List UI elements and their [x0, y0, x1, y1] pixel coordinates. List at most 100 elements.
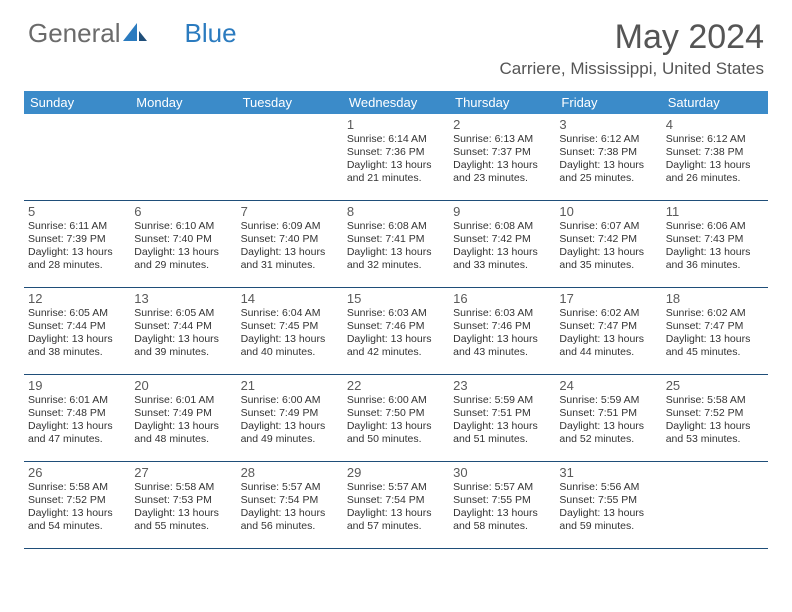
sun-detail: Sunrise: 6:10 AM [134, 220, 231, 233]
sun-detail: Sunset: 7:37 PM [453, 146, 550, 159]
day-number: 22 [347, 378, 444, 393]
day-header: Saturday [662, 91, 768, 114]
sun-detail: Sunrise: 6:09 AM [241, 220, 338, 233]
sun-detail: Daylight: 13 hours [241, 246, 338, 259]
day-number: 18 [666, 291, 763, 306]
sun-detail: and 45 minutes. [666, 346, 763, 359]
calendar-day-empty [130, 114, 236, 200]
sun-detail: Sunset: 7:42 PM [453, 233, 550, 246]
calendar-day: 22Sunrise: 6:00 AMSunset: 7:50 PMDayligh… [343, 375, 449, 461]
sun-detail: Daylight: 13 hours [28, 333, 125, 346]
day-number: 21 [241, 378, 338, 393]
day-number: 12 [28, 291, 125, 306]
calendar-day: 12Sunrise: 6:05 AMSunset: 7:44 PMDayligh… [24, 288, 130, 374]
calendar-day: 9Sunrise: 6:08 AMSunset: 7:42 PMDaylight… [449, 201, 555, 287]
calendar-day: 19Sunrise: 6:01 AMSunset: 7:48 PMDayligh… [24, 375, 130, 461]
sun-detail: and 54 minutes. [28, 520, 125, 533]
sun-detail: Sunrise: 5:58 AM [134, 481, 231, 494]
sun-detail: and 23 minutes. [453, 172, 550, 185]
sun-detail: Daylight: 13 hours [453, 507, 550, 520]
sun-detail: Daylight: 13 hours [559, 333, 656, 346]
calendar-day: 4Sunrise: 6:12 AMSunset: 7:38 PMDaylight… [662, 114, 768, 200]
sun-detail: Daylight: 13 hours [134, 420, 231, 433]
sun-detail: and 33 minutes. [453, 259, 550, 272]
calendar-day: 16Sunrise: 6:03 AMSunset: 7:46 PMDayligh… [449, 288, 555, 374]
sun-detail: Sunset: 7:52 PM [666, 407, 763, 420]
sun-detail: Sunrise: 6:00 AM [347, 394, 444, 407]
sun-detail: Sunrise: 5:57 AM [347, 481, 444, 494]
sun-detail: and 56 minutes. [241, 520, 338, 533]
sun-detail: Sunset: 7:45 PM [241, 320, 338, 333]
sun-detail: Sunrise: 5:56 AM [559, 481, 656, 494]
sun-detail: Sunset: 7:50 PM [347, 407, 444, 420]
day-number: 23 [453, 378, 550, 393]
weeks-container: 1Sunrise: 6:14 AMSunset: 7:36 PMDaylight… [24, 114, 768, 549]
day-header: Thursday [449, 91, 555, 114]
sun-detail: Sunrise: 6:08 AM [453, 220, 550, 233]
sun-detail: Daylight: 13 hours [241, 333, 338, 346]
sun-detail: Daylight: 13 hours [241, 420, 338, 433]
sun-detail: Sunset: 7:43 PM [666, 233, 763, 246]
sun-detail: Sunrise: 6:08 AM [347, 220, 444, 233]
calendar-day: 15Sunrise: 6:03 AMSunset: 7:46 PMDayligh… [343, 288, 449, 374]
calendar-day: 30Sunrise: 5:57 AMSunset: 7:55 PMDayligh… [449, 462, 555, 548]
sun-detail: Sunrise: 6:12 AM [559, 133, 656, 146]
calendar-day: 24Sunrise: 5:59 AMSunset: 7:51 PMDayligh… [555, 375, 661, 461]
calendar-week: 26Sunrise: 5:58 AMSunset: 7:52 PMDayligh… [24, 462, 768, 549]
sun-detail: and 53 minutes. [666, 433, 763, 446]
sun-detail: and 42 minutes. [347, 346, 444, 359]
sun-detail: Daylight: 13 hours [559, 420, 656, 433]
day-number: 24 [559, 378, 656, 393]
sun-detail: Sunset: 7:51 PM [559, 407, 656, 420]
calendar-day: 18Sunrise: 6:02 AMSunset: 7:47 PMDayligh… [662, 288, 768, 374]
calendar-day: 25Sunrise: 5:58 AMSunset: 7:52 PMDayligh… [662, 375, 768, 461]
sun-detail: and 26 minutes. [666, 172, 763, 185]
sun-detail: and 29 minutes. [134, 259, 231, 272]
day-header: Tuesday [237, 91, 343, 114]
day-number: 25 [666, 378, 763, 393]
sun-detail: Sunrise: 6:05 AM [28, 307, 125, 320]
calendar-week: 12Sunrise: 6:05 AMSunset: 7:44 PMDayligh… [24, 288, 768, 375]
sun-detail: Sunrise: 6:01 AM [28, 394, 125, 407]
day-number: 2 [453, 117, 550, 132]
day-number: 17 [559, 291, 656, 306]
sail-icon [123, 23, 147, 43]
calendar-day: 13Sunrise: 6:05 AMSunset: 7:44 PMDayligh… [130, 288, 236, 374]
sun-detail: and 59 minutes. [559, 520, 656, 533]
sun-detail: Daylight: 13 hours [559, 159, 656, 172]
sun-detail: Sunset: 7:42 PM [559, 233, 656, 246]
day-header: Sunday [24, 91, 130, 114]
sun-detail: Sunrise: 6:03 AM [347, 307, 444, 320]
day-number: 3 [559, 117, 656, 132]
calendar-day: 20Sunrise: 6:01 AMSunset: 7:49 PMDayligh… [130, 375, 236, 461]
sun-detail: and 31 minutes. [241, 259, 338, 272]
day-number: 9 [453, 204, 550, 219]
sun-detail: Sunrise: 5:59 AM [559, 394, 656, 407]
sun-detail: Sunset: 7:41 PM [347, 233, 444, 246]
sun-detail: and 32 minutes. [347, 259, 444, 272]
sun-detail: Sunset: 7:38 PM [666, 146, 763, 159]
sun-detail: Daylight: 13 hours [559, 507, 656, 520]
sun-detail: Sunrise: 6:02 AM [666, 307, 763, 320]
sun-detail: Sunset: 7:51 PM [453, 407, 550, 420]
sun-detail: Sunset: 7:39 PM [28, 233, 125, 246]
day-number: 30 [453, 465, 550, 480]
sun-detail: Daylight: 13 hours [28, 507, 125, 520]
sun-detail: and 25 minutes. [559, 172, 656, 185]
sun-detail: and 36 minutes. [666, 259, 763, 272]
day-number: 1 [347, 117, 444, 132]
day-number: 27 [134, 465, 231, 480]
brand-part1: General [28, 18, 121, 49]
day-number: 16 [453, 291, 550, 306]
sun-detail: Sunset: 7:38 PM [559, 146, 656, 159]
day-header: Wednesday [343, 91, 449, 114]
calendar-day: 6Sunrise: 6:10 AMSunset: 7:40 PMDaylight… [130, 201, 236, 287]
sun-detail: Sunset: 7:53 PM [134, 494, 231, 507]
sun-detail: Sunset: 7:46 PM [453, 320, 550, 333]
sun-detail: Sunset: 7:36 PM [347, 146, 444, 159]
sun-detail: Sunrise: 6:00 AM [241, 394, 338, 407]
sun-detail: Sunrise: 5:57 AM [241, 481, 338, 494]
calendar-day: 31Sunrise: 5:56 AMSunset: 7:55 PMDayligh… [555, 462, 661, 548]
location-subtitle: Carriere, Mississippi, United States [499, 59, 764, 79]
brand-part2: Blue [185, 18, 237, 49]
